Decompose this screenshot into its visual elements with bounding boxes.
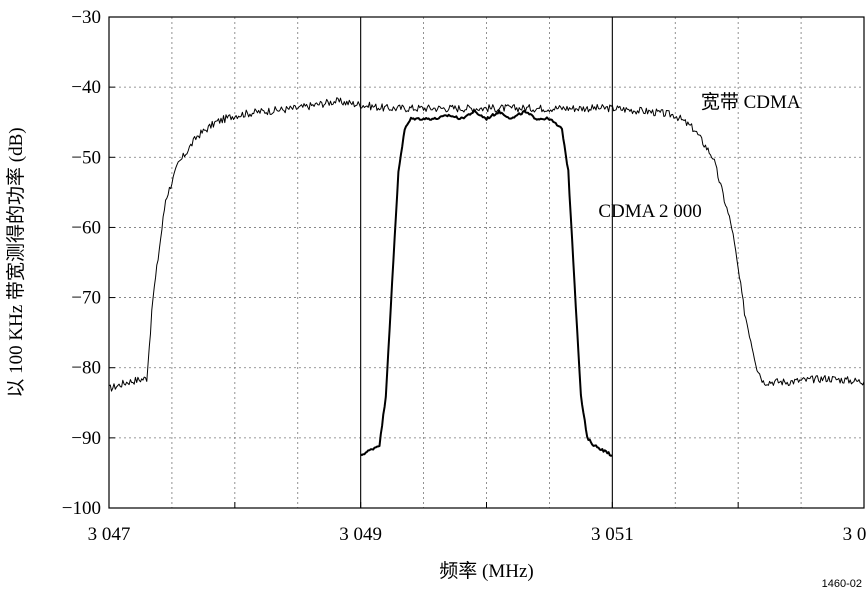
y-tick-label: −40 [71,77,101,98]
y-tick-label: −80 [71,358,101,379]
series-layer [108,97,865,457]
annotation-label: CDMA 2 000 [598,201,701,222]
x-tick-label: 3 047 [88,524,131,545]
figure-id: 1460-02 [822,578,862,590]
x-tick-label: 3 051 [591,524,634,545]
x-axis-label: 频率 (MHz) [439,560,533,582]
y-tick-label: −70 [71,288,101,309]
x-tick-label: 3 053 [843,524,867,545]
annotation-label: 宽带 CDMA [701,91,801,113]
x-tick-label: 3 049 [339,524,382,545]
series-line-1 [108,97,865,392]
y-tick-labels: −30 −40 −50 −60 −70 −80 −90 −100 [62,7,115,519]
y-tick-label: −50 [71,147,101,168]
y-tick-label: −100 [62,498,101,519]
reference-lines [360,17,613,508]
x-tick-labels: 3 047 3 049 3 051 3 053 [88,502,867,545]
y-tick-label: −30 [71,7,101,28]
annotations: 宽带 CDMA CDMA 2 000 [598,91,801,222]
y-axis-label: 以 100 KHz 带宽测得的功率 (dB) [5,127,27,397]
y-tick-label: −90 [71,428,101,449]
grid-lines [109,17,864,508]
y-tick-label: −60 [71,217,101,238]
series-line-2 [360,109,613,457]
